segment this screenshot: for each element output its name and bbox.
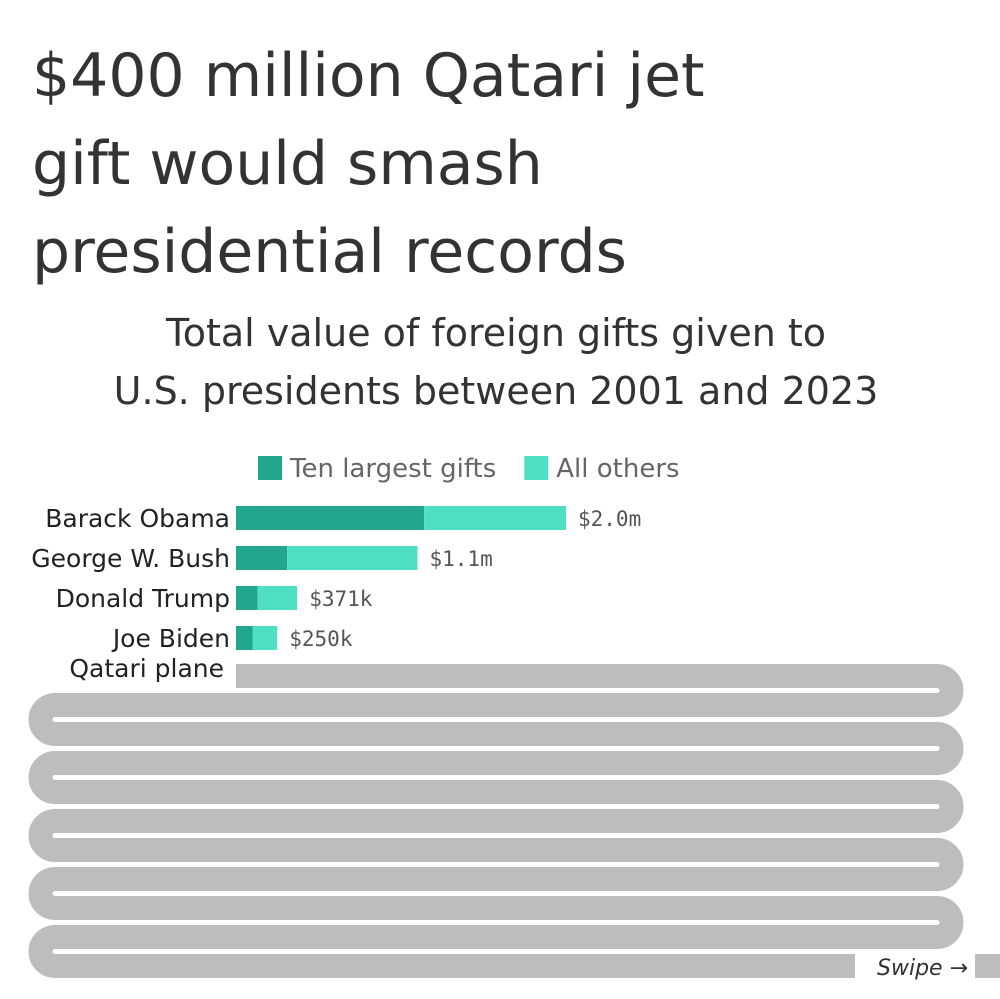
value-label: $1.1m: [430, 547, 493, 571]
legend-label: All others: [556, 454, 679, 484]
category-label: George W. Bush: [31, 544, 230, 573]
value-label: $2.0m: [578, 507, 641, 531]
bar-segment: [424, 506, 566, 530]
bar-segment: [257, 586, 298, 610]
bar-segment: [236, 506, 425, 530]
value-label: $371k: [309, 587, 373, 611]
chart-title: $400 million Qatari jet: [32, 41, 705, 111]
annotation: Swipe →: [877, 956, 968, 981]
chart-title: gift would smash: [32, 129, 543, 199]
bar-segment: [236, 586, 258, 610]
annotation-bg: [855, 952, 975, 980]
category-label: Donald Trump: [56, 584, 230, 613]
value-label: $250k: [289, 627, 353, 651]
highlight-bar: [28, 664, 1000, 978]
legend-label: Ten largest gifts: [289, 454, 496, 484]
category-label: Joe Biden: [111, 624, 230, 653]
bar-segment: [252, 626, 278, 650]
highlight-label: Qatari plane: [69, 654, 224, 683]
bar-segment: [236, 626, 253, 650]
bar-segment: [236, 546, 288, 570]
chart-title: presidential records: [32, 217, 627, 287]
legend-swatch: [258, 456, 282, 480]
chart-subtitle: Total value of foreign gifts given to: [165, 311, 826, 355]
category-label: Barack Obama: [45, 504, 230, 533]
chart-subtitle: U.S. presidents between 2001 and 2023: [114, 369, 879, 413]
bar-segment: [287, 546, 418, 570]
legend-swatch: [524, 456, 549, 480]
